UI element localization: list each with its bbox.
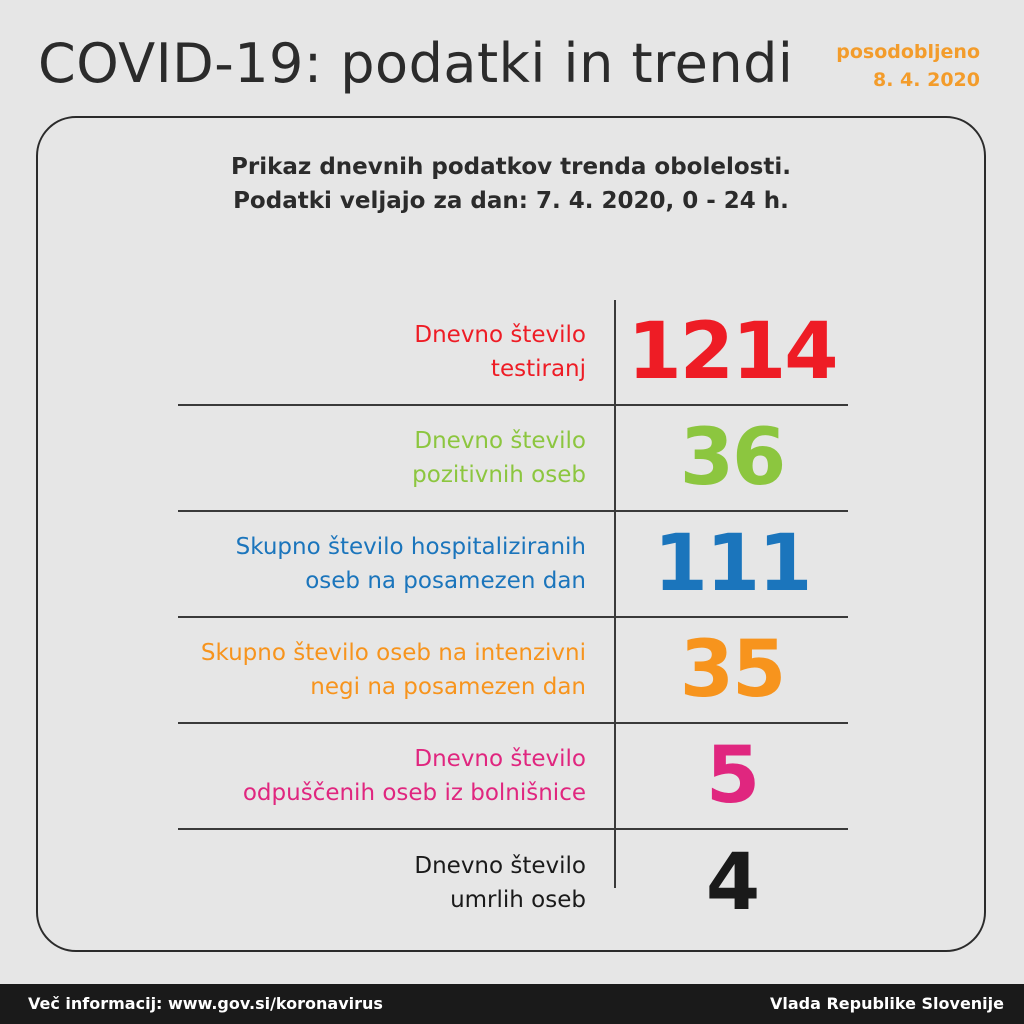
stat-label: Skupno število oseb na intenzivni negi n… (201, 636, 586, 704)
subtitle-line-1: Prikaz dnevnih podatkov trenda obolelost… (231, 154, 791, 180)
stat-label: Dnevno število testiranj (414, 318, 586, 386)
stat-label: Dnevno število odpuščenih oseb iz bolniš… (243, 742, 586, 810)
stat-value: 1214 (627, 307, 838, 397)
stat-row-positive: Dnevno število pozitivnih oseb 36 (178, 406, 848, 512)
stat-label-line-1: Dnevno število (414, 428, 586, 454)
subtitle-line-2: Podatki veljajo za dan: 7. 4. 2020, 0 - … (233, 188, 789, 214)
stat-value: 35 (679, 625, 787, 715)
stat-value: 36 (679, 413, 787, 503)
stat-label: Dnevno število pozitivnih oseb (412, 424, 586, 492)
stat-label-line-2: umrlih oseb (450, 887, 586, 913)
updated-date: 8. 4. 2020 (873, 69, 980, 91)
updated-info: posodobljeno 8. 4. 2020 (836, 38, 980, 94)
stat-label: Skupno število hospitaliziranih oseb na … (236, 530, 586, 598)
stat-label-line-1: Dnevno število (414, 322, 586, 348)
stat-label-line-1: Dnevno število (414, 853, 586, 879)
stat-value: 111 (653, 519, 813, 609)
stat-value: 5 (705, 731, 760, 821)
stat-label-line-1: Dnevno število (414, 746, 586, 772)
stat-row-discharged: Dnevno število odpuščenih oseb iz bolniš… (178, 724, 848, 830)
updated-label: posodobljeno (836, 41, 980, 63)
stat-row-deaths: Dnevno število umrlih oseb 4 (178, 830, 848, 936)
stat-row-intensive-care: Skupno število oseb na intenzivni negi n… (178, 618, 848, 724)
footer-info-link[interactable]: Več informacij: www.gov.si/koronavirus (28, 994, 383, 1013)
card-subtitle: Prikaz dnevnih podatkov trenda obolelost… (38, 150, 984, 218)
footer-bar: Več informacij: www.gov.si/koronavirus V… (0, 984, 1024, 1024)
stat-row-hospitalized: Skupno število hospitaliziranih oseb na … (178, 512, 848, 618)
stat-value: 4 (705, 838, 760, 928)
stat-label-line-2: odpuščenih oseb iz bolnišnice (242, 780, 586, 806)
stat-label-line-2: testiranj (490, 356, 586, 382)
stat-label: Dnevno število umrlih oseb (414, 849, 586, 917)
stat-row-tests: Dnevno število testiranj 1214 (178, 300, 848, 406)
stats-card: Prikaz dnevnih podatkov trenda obolelost… (36, 116, 986, 952)
stat-label-line-1: Skupno število hospitaliziranih (235, 534, 586, 560)
page-title: COVID-19: podatki in trendi (38, 32, 794, 95)
stat-label-line-2: negi na posamezen dan (310, 674, 586, 700)
stat-label-line-2: oseb na posamezen dan (305, 568, 586, 594)
stat-label-line-2: pozitivnih oseb (412, 462, 586, 488)
stats-table: Dnevno število testiranj 1214 Dnevno šte… (178, 300, 848, 936)
stat-label-line-1: Skupno število oseb na intenzivni (200, 640, 586, 666)
column-divider (614, 300, 616, 888)
footer-publisher: Vlada Republike Slovenije (769, 994, 1004, 1013)
